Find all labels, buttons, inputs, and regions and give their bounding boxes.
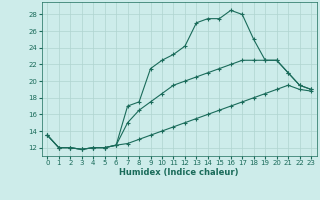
- X-axis label: Humidex (Indice chaleur): Humidex (Indice chaleur): [119, 168, 239, 177]
